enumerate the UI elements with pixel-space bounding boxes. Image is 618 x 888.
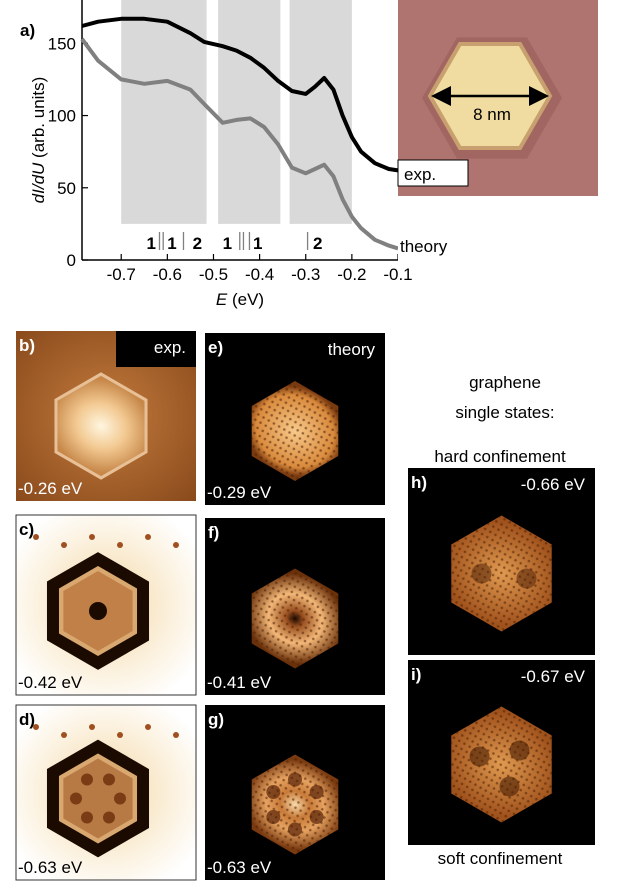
panel-title: theory xyxy=(328,340,376,359)
x-tick-label: -0.7 xyxy=(107,265,136,284)
side-title: graphene xyxy=(469,373,541,392)
energy-band xyxy=(121,0,207,224)
x-tick-label: -0.1 xyxy=(383,265,412,284)
x-tick-label: -0.5 xyxy=(199,265,228,284)
image-panel: f) -0.41 eV xyxy=(205,518,385,695)
y-axis-unit: (arb. units) xyxy=(29,77,48,158)
legend-label: theory xyxy=(400,237,448,256)
energy-label: -0.66 eV xyxy=(521,475,586,494)
energy-label: -0.63 eV xyxy=(18,858,83,877)
panel-label: e) xyxy=(208,338,223,357)
panel-title: exp. xyxy=(154,338,186,357)
panel-label: h) xyxy=(411,473,427,492)
legend-label: exp. xyxy=(404,165,436,184)
data-line xyxy=(81,16,399,173)
energy-band xyxy=(218,0,281,224)
y-axis-symbol: dI/dU xyxy=(29,162,48,203)
energy-label: -0.67 eV xyxy=(521,667,586,686)
panel-label: c) xyxy=(19,520,34,539)
energy-label: -0.63 eV xyxy=(207,858,272,877)
energy-label: -0.29 eV xyxy=(207,483,272,502)
image-panel: e) -0.29 eV theory xyxy=(205,333,385,505)
state-label: 1 xyxy=(253,234,262,253)
y-tick-label: 50 xyxy=(57,179,76,198)
energy-label: -0.41 eV xyxy=(207,673,272,692)
x-axis-symbol: E xyxy=(216,290,228,309)
image-panel: d) -0.63 eV xyxy=(15,704,197,881)
energy-label: -0.42 eV xyxy=(18,673,83,692)
image-panel: h) -0.66 eV xyxy=(408,468,595,655)
y-tick-label: 0 xyxy=(67,251,76,270)
x-tick-label: -0.2 xyxy=(337,265,366,284)
confinement-label: hard confinement xyxy=(434,447,566,466)
image-panel: c) -0.42 eV xyxy=(15,514,197,696)
x-axis-label: E (eV) xyxy=(216,290,264,309)
x-tick-label: -0.4 xyxy=(245,265,274,284)
panel-label: d) xyxy=(19,710,35,729)
energy-label: -0.26 eV xyxy=(18,479,83,498)
image-panel: i) -0.67 eV xyxy=(408,660,595,845)
panel-label: g) xyxy=(208,710,224,729)
state-label: 1 xyxy=(167,234,176,253)
panel-label: i) xyxy=(411,665,421,684)
scale-label: 8 nm xyxy=(473,105,511,124)
y-tick-label: 150 xyxy=(48,34,76,53)
panel-label: b) xyxy=(19,336,35,355)
panel-label: f) xyxy=(208,523,219,542)
y-tick-label: 100 xyxy=(48,107,76,126)
y-axis-label: dI/dU (arb. units) xyxy=(29,77,48,204)
state-label: 1 xyxy=(146,234,155,253)
state-label: 2 xyxy=(313,234,322,253)
state-label: 2 xyxy=(193,234,202,253)
image-panel: b) -0.26 eV exp. xyxy=(16,331,196,501)
data-line xyxy=(80,37,399,251)
image-panel: g) -0.63 eV xyxy=(205,705,385,880)
image-panels: b) -0.26 eV exp. c) -0.42 eV d) -0.63 eV e) -0.2… xyxy=(15,331,595,881)
side-title: single states: xyxy=(455,403,554,422)
confinement-label: soft confinement xyxy=(438,849,563,868)
x-tick-label: -0.6 xyxy=(153,265,182,284)
state-label: 1 xyxy=(223,234,232,253)
x-axis-unit: (eV) xyxy=(232,290,264,309)
x-tick-label: -0.3 xyxy=(291,265,320,284)
panel-label: a) xyxy=(20,21,35,40)
